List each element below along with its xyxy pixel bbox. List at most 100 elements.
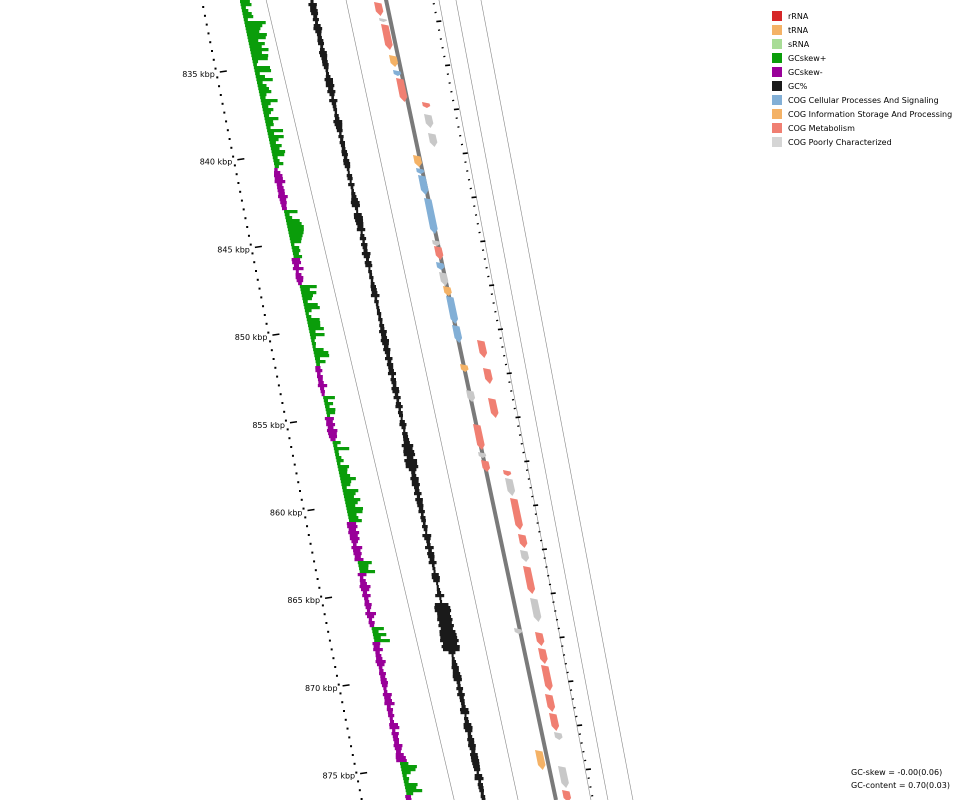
gc-skew-positive	[342, 486, 347, 490]
ruler-dot	[323, 613, 326, 616]
outer-tick	[504, 363, 508, 366]
gc-skew-positive	[333, 444, 338, 448]
gc-content-bar	[472, 762, 480, 766]
gc-content-bar	[452, 672, 461, 676]
gc-skew-positive	[287, 225, 304, 229]
ruler-dot	[211, 50, 213, 52]
outer-tick	[566, 671, 569, 674]
ruler-dot	[207, 32, 210, 35]
gc-skew-positive	[305, 312, 309, 316]
cds-arrow	[545, 694, 556, 712]
legend-item: tRNA	[772, 23, 952, 37]
gc-content-bar	[360, 234, 365, 238]
gc-skew-positive	[286, 222, 302, 226]
gc-content-bar	[363, 249, 368, 253]
gc-skew-positive	[289, 234, 303, 238]
position-labels: 835 kbp 840 kbp 845 kbp 850 kbp 855 kbp 860 k…	[182, 70, 368, 781]
gc-content-bar	[468, 744, 476, 748]
gc-content-bar	[439, 600, 443, 604]
gc-skew-negative	[357, 573, 367, 577]
statistics: GC-skew = -0.00(0.06) GC-content = 0.70(…	[851, 766, 950, 792]
gc-content-bar	[380, 333, 387, 337]
gc-content-bar	[388, 366, 394, 370]
cds-arrow	[558, 766, 569, 788]
gc-content-bar	[328, 87, 334, 91]
ruler-dot	[297, 481, 300, 484]
gc-content-bar	[383, 345, 389, 349]
gc-skew-negative	[276, 183, 283, 187]
gc-content-bar	[399, 420, 405, 424]
outer-major-tick	[480, 240, 486, 243]
gc-content-bar	[335, 126, 343, 130]
gc-skew-positive	[268, 138, 279, 142]
gc-skew-positive	[348, 519, 362, 523]
gc-content-bar	[476, 771, 479, 775]
gc-skew-negative	[362, 594, 371, 598]
gc-skew-positive	[337, 462, 341, 466]
ruler-dot	[253, 261, 256, 264]
gc-content-bar	[478, 780, 482, 784]
gc-skew-negative	[376, 663, 385, 667]
outer-tick	[554, 610, 557, 612]
gc-content-bar	[458, 690, 463, 694]
gc-skew-positive	[251, 57, 268, 61]
outer-tick	[434, 11, 437, 14]
gc-content-bar	[327, 90, 336, 94]
cds-arrow	[381, 24, 393, 50]
gc-skew-negative	[394, 747, 402, 751]
gc-skew-positive	[274, 165, 279, 169]
gc-content-bar	[406, 456, 414, 460]
outer-tick	[441, 46, 444, 49]
gc-content-bar	[431, 564, 435, 568]
gc-content-bar	[399, 414, 404, 418]
gc-content-bar	[415, 498, 423, 502]
gc-skew-positive	[332, 441, 341, 445]
gc-skew-negative	[394, 741, 400, 745]
gc-skew-positive	[312, 345, 316, 349]
gc-content-bar	[356, 222, 364, 226]
gc-skew-negative	[318, 381, 324, 385]
gc-content-bar	[386, 363, 394, 367]
outer-tick	[587, 777, 590, 780]
outer-major-tick	[489, 284, 495, 287]
gc-content-bar	[429, 558, 435, 562]
ruler-dot	[277, 384, 280, 387]
gc-skew-negative	[348, 531, 360, 535]
gc-content-bar	[403, 438, 410, 442]
outer-tick	[478, 231, 481, 234]
ruler-dot	[320, 595, 323, 598]
gc-skew-negative	[353, 552, 362, 556]
ruler-dot	[286, 428, 289, 431]
gc-content-bar	[353, 216, 363, 220]
gc-content-bar	[425, 546, 434, 550]
gc-skew-positive	[310, 336, 316, 340]
gc-skew-positive	[358, 564, 369, 568]
gc-content-bar	[362, 240, 365, 244]
gc-skew-positive	[403, 777, 410, 781]
gc-skew-negative	[391, 732, 399, 736]
outer-tick	[552, 601, 555, 604]
gc-content-bar	[346, 174, 353, 178]
ruler-dot	[209, 41, 212, 44]
cds-arrow	[535, 750, 546, 770]
gc-content-bar	[365, 264, 373, 268]
outer-tick	[501, 346, 504, 348]
gc-content-bar	[374, 297, 378, 301]
major-tick	[272, 333, 280, 336]
ruler-dot	[232, 155, 235, 158]
ruler-dot	[290, 446, 293, 448]
gc-skew-positive	[313, 348, 324, 352]
gc-content-bar	[381, 336, 388, 340]
gc-skew-positive	[343, 492, 356, 496]
gc-skew-positive	[371, 627, 384, 631]
gc-skew-positive	[402, 774, 407, 778]
gc-skew-positive	[255, 72, 260, 76]
gc-skew-positive	[241, 9, 249, 13]
ruler-dot	[274, 366, 277, 369]
legend-label: COG Information Storage And Processing	[788, 109, 953, 119]
gc-content-bar	[474, 774, 483, 778]
gc-skew-negative	[380, 681, 388, 685]
gc-skew-negative	[277, 189, 285, 193]
outer-tick	[487, 275, 490, 278]
